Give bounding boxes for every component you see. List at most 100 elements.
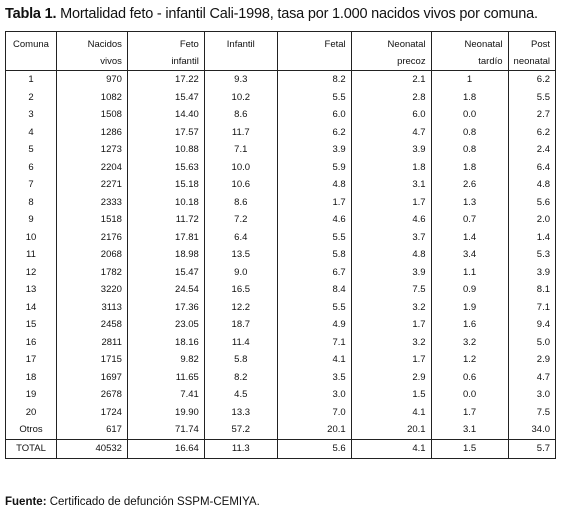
- table-row: 4 1286 17.57 11.7 6.2 4.7 0.8 6.2: [5, 123, 557, 141]
- mortality-table: Comuna Nacidos vivos Feto infantil Infanti…: [5, 31, 557, 459]
- cell-neonatal-precoz: 1.7: [350, 316, 432, 334]
- cell-fetal: 4.6: [276, 211, 352, 229]
- cell-comuna: 8: [5, 193, 57, 211]
- cell-post-neonatal: 6.2: [507, 70, 557, 89]
- cell-feto-infantil: 71.74: [126, 421, 205, 440]
- table-body: 1 970 17.22 9.3 8.2 2.1 1 6.2 2 1082 15.47 10.2 5.5 2…: [5, 70, 557, 459]
- cell-comuna: Otros: [5, 421, 57, 440]
- cell-neonatal-precoz: 6.0: [350, 106, 432, 124]
- cell-infantil: 11.3: [203, 439, 278, 459]
- table-row: 8 2333 10.18 8.6 1.7 1.7 1.3 5.6: [5, 193, 557, 211]
- cell-neonatal-tardio: 0.0: [430, 386, 509, 404]
- cell-comuna: 1: [5, 70, 57, 89]
- cell-comuna: 15: [5, 316, 57, 334]
- header-neonatal-precoz: Neonatal precoz: [350, 31, 432, 71]
- cell-infantil: 5.8: [203, 351, 278, 369]
- table-row: 1 970 17.22 9.3 8.2 2.1 1 6.2: [5, 70, 557, 89]
- cell-infantil: 10.2: [203, 88, 278, 106]
- table-row: 18 1697 11.65 8.2 3.5 2.9 0.6 4.7: [5, 368, 557, 386]
- source-label: Fuente:: [5, 496, 47, 508]
- cell-neonatal-tardio: 0.8: [430, 123, 509, 141]
- cell-neonatal-tardio: 1.8: [430, 88, 509, 106]
- cell-fetal: 7.1: [276, 333, 352, 351]
- cell-feto-infantil: 15.18: [126, 176, 205, 194]
- cell-nacidos-vivos: 970: [55, 70, 128, 89]
- cell-neonatal-precoz: 4.1: [350, 439, 432, 459]
- cell-neonatal-tardio: 1.2: [430, 351, 509, 369]
- cell-post-neonatal: 3.9: [507, 263, 557, 281]
- cell-comuna: 12: [5, 263, 57, 281]
- cell-neonatal-tardio: 0.7: [430, 211, 509, 229]
- cell-comuna: 6: [5, 158, 57, 176]
- cell-post-neonatal: 34.0: [507, 421, 557, 440]
- cell-neonatal-tardio: 1.9: [430, 298, 509, 316]
- cell-neonatal-tardio: 1.3: [430, 193, 509, 211]
- header-infantil: Infantil: [203, 31, 278, 71]
- cell-infantil: 13.5: [203, 246, 278, 264]
- cell-post-neonatal: 7.1: [507, 298, 557, 316]
- cell-neonatal-precoz: 4.7: [350, 123, 432, 141]
- cell-infantil: 13.3: [203, 403, 278, 421]
- cell-nacidos-vivos: 1286: [55, 123, 128, 141]
- table-row: 19 2678 7.41 4.5 3.0 1.5 0.0 3.0: [5, 386, 557, 404]
- cell-infantil: 8.6: [203, 193, 278, 211]
- table-row: TOTAL 40532 16.64 11.3 5.6 4.1 1.5 5.7: [5, 439, 557, 459]
- table-row: 20 1724 19.90 13.3 7.0 4.1 1.7 7.5: [5, 403, 557, 421]
- cell-neonatal-precoz: 2.8: [350, 88, 432, 106]
- cell-nacidos-vivos: 1697: [55, 368, 128, 386]
- cell-fetal: 5.5: [276, 88, 352, 106]
- header-neonatal-tardio: Neonatal tardío: [430, 31, 509, 71]
- cell-nacidos-vivos: 1724: [55, 403, 128, 421]
- cell-fetal: 6.2: [276, 123, 352, 141]
- header-post-neonatal: Post neonatal: [507, 31, 557, 71]
- cell-comuna: 19: [5, 386, 57, 404]
- cell-comuna: 5: [5, 141, 57, 159]
- cell-feto-infantil: 10.18: [126, 193, 205, 211]
- cell-infantil: 4.5: [203, 386, 278, 404]
- cell-neonatal-tardio: 1.8: [430, 158, 509, 176]
- cell-neonatal-precoz: 3.1: [350, 176, 432, 194]
- cell-neonatal-precoz: 3.2: [350, 333, 432, 351]
- cell-comuna: 3: [5, 106, 57, 124]
- table-row: 16 2811 18.16 11.4 7.1 3.2 3.2 5.0: [5, 333, 557, 351]
- cell-neonatal-precoz: 3.9: [350, 263, 432, 281]
- cell-infantil: 8.6: [203, 106, 278, 124]
- cell-feto-infantil: 7.41: [126, 386, 205, 404]
- table-row: 2 1082 15.47 10.2 5.5 2.8 1.8 5.5: [5, 88, 557, 106]
- source-note: Fuente: Certificado de defunción SSPM-CE…: [5, 496, 260, 508]
- cell-nacidos-vivos: 3220: [55, 281, 128, 299]
- cell-fetal: 3.0: [276, 386, 352, 404]
- cell-nacidos-vivos: 2204: [55, 158, 128, 176]
- cell-post-neonatal: 4.8: [507, 176, 557, 194]
- cell-feto-infantil: 18.98: [126, 246, 205, 264]
- cell-neonatal-tardio: 0.8: [430, 141, 509, 159]
- cell-fetal: 5.6: [276, 439, 352, 459]
- cell-neonatal-precoz: 4.8: [350, 246, 432, 264]
- header-comuna: Comuna: [5, 31, 57, 71]
- cell-neonatal-precoz: 1.5: [350, 386, 432, 404]
- cell-fetal: 3.9: [276, 141, 352, 159]
- cell-nacidos-vivos: 1518: [55, 211, 128, 229]
- cell-neonatal-tardio: 1.1: [430, 263, 509, 281]
- cell-infantil: 6.4: [203, 228, 278, 246]
- caption-text: Mortalidad feto - infantil Cali-1998, ta…: [56, 6, 538, 22]
- cell-fetal: 5.8: [276, 246, 352, 264]
- cell-feto-infantil: 15.47: [126, 263, 205, 281]
- cell-fetal: 1.7: [276, 193, 352, 211]
- cell-feto-infantil: 18.16: [126, 333, 205, 351]
- cell-feto-infantil: 17.36: [126, 298, 205, 316]
- cell-nacidos-vivos: 1782: [55, 263, 128, 281]
- cell-neonatal-precoz: 3.7: [350, 228, 432, 246]
- cell-neonatal-precoz: 1.7: [350, 351, 432, 369]
- cell-infantil: 11.7: [203, 123, 278, 141]
- cell-nacidos-vivos: 1715: [55, 351, 128, 369]
- cell-infantil: 9.0: [203, 263, 278, 281]
- cell-neonatal-tardio: 3.1: [430, 421, 509, 440]
- table-row: 11 2068 18.98 13.5 5.8 4.8 3.4 5.3: [5, 246, 557, 264]
- cell-infantil: 10.0: [203, 158, 278, 176]
- cell-infantil: 8.2: [203, 368, 278, 386]
- cell-post-neonatal: 1.4: [507, 228, 557, 246]
- cell-nacidos-vivos: 2458: [55, 316, 128, 334]
- cell-comuna: TOTAL: [5, 439, 57, 459]
- cell-fetal: 6.7: [276, 263, 352, 281]
